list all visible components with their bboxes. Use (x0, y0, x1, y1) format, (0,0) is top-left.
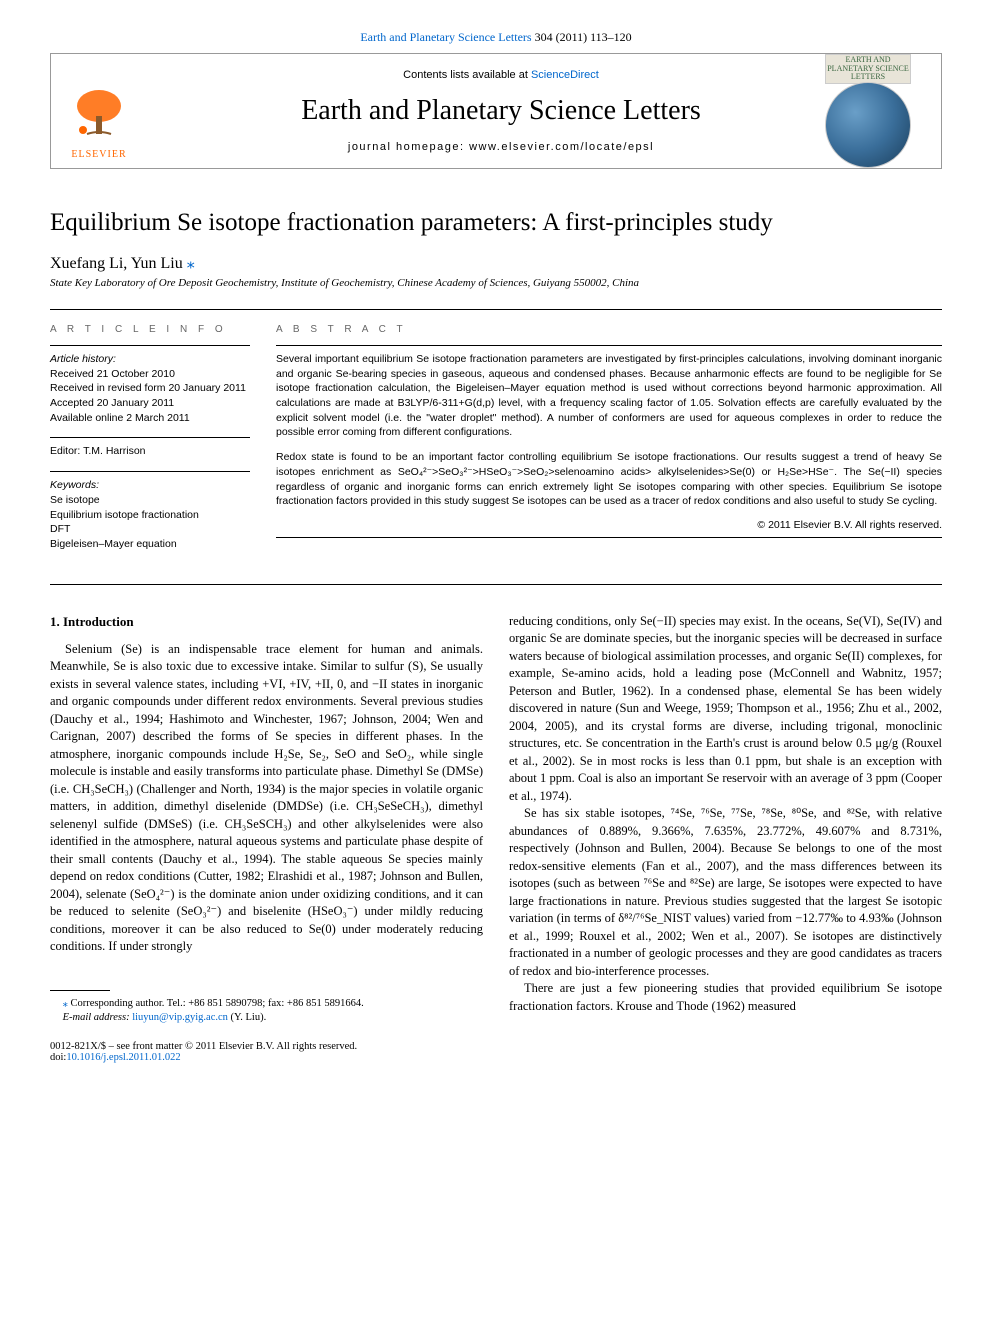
homepage-url: www.elsevier.com/locate/epsl (469, 141, 654, 153)
elsevier-tree-icon (69, 86, 129, 149)
homepage-prefix: journal homepage: (348, 141, 469, 153)
doi-link[interactable]: 10.1016/j.epsl.2011.01.022 (66, 1052, 180, 1063)
footer-copyright: 0012-821X/$ – see front matter © 2011 El… (50, 1041, 357, 1052)
footer: 0012-821X/$ – see front matter © 2011 El… (50, 1041, 942, 1063)
history-item-1: Received in revised form 20 January 2011 (50, 381, 250, 396)
contents-prefix: Contents lists available at (403, 69, 531, 81)
article-info-heading: A R T I C L E I N F O (50, 324, 250, 335)
section-number: 1. (50, 614, 60, 629)
abstract-heading: A B S T R A C T (276, 324, 942, 335)
top-citation: Earth and Planetary Science Letters 304 … (50, 30, 942, 45)
contents-line: Contents lists available at ScienceDirec… (403, 69, 599, 81)
keyword-1: Equilibrium isotope fractionation (50, 508, 250, 523)
section-title-text: Introduction (63, 614, 134, 629)
journal-name: Earth and Planetary Science Letters (301, 95, 701, 127)
info-hr-3 (50, 471, 250, 472)
journal-cover-title: EARTH AND PLANETARY SCIENCE LETTERS (825, 54, 911, 84)
abstract-hr (276, 345, 942, 346)
journal-header-box: ELSEVIER Contents lists available at Sci… (50, 53, 942, 169)
body-columns: 1. Introduction Selenium (Se) is an indi… (50, 613, 942, 1026)
top-citation-text: 304 (2011) 113–120 (532, 30, 632, 44)
right-col-p2: Se has six stable isotopes, ⁷⁴Se, ⁷⁶Se, … (509, 805, 942, 980)
abstract-p1: Several important equilibrium Se isotope… (276, 352, 942, 440)
separator-mid (50, 584, 942, 585)
affiliation: State Key Laboratory of Ore Deposit Geoc… (50, 277, 942, 289)
footnote-separator (50, 990, 110, 991)
elsevier-label: ELSEVIER (71, 149, 126, 160)
article-title: Equilibrium Se isotope fractionation par… (50, 209, 942, 237)
email-label: E-mail address: (63, 1012, 130, 1023)
article-info-panel: A R T I C L E I N F O Article history: R… (50, 324, 250, 564)
homepage-line: journal homepage: www.elsevier.com/locat… (348, 141, 654, 153)
editor-line: Editor: T.M. Harrison (50, 444, 250, 459)
corresponding-footnote: ⁎ Corresponding author. Tel.: +86 851 58… (50, 997, 483, 1011)
history-item-3: Available online 2 March 2011 (50, 411, 250, 426)
publisher-logo-area: ELSEVIER (69, 54, 189, 168)
header-center: Contents lists available at ScienceDirec… (189, 54, 813, 168)
keyword-3: Bigeleisen–Mayer equation (50, 537, 250, 552)
history-label: Article history: (50, 352, 250, 367)
left-column: 1. Introduction Selenium (Se) is an indi… (50, 613, 483, 1026)
email-attribution: (Y. Liu). (231, 1012, 267, 1023)
history-item-0: Received 21 October 2010 (50, 367, 250, 382)
abstract-hr-bottom (276, 537, 942, 538)
abstract-p2: Redox state is found to be an important … (276, 450, 942, 509)
separator-top (50, 309, 942, 310)
right-column: reducing conditions, only Se(−II) specie… (509, 613, 942, 1026)
footnote-star-link[interactable]: ⁎ (63, 998, 68, 1009)
authors-text: Xuefang Li, Yun Liu (50, 255, 183, 272)
footnote-email-line: E-mail address: liuyun@vip.gyig.ac.cn (Y… (50, 1011, 483, 1025)
journal-cover-globe-icon (825, 82, 911, 168)
sciencedirect-link[interactable]: ScienceDirect (531, 69, 599, 81)
authors: Xuefang Li, Yun Liu ⁎ (50, 253, 942, 273)
right-col-p1: reducing conditions, only Se(−II) specie… (509, 613, 942, 806)
keyword-2: DFT (50, 522, 250, 537)
keyword-0: Se isotope (50, 493, 250, 508)
keywords-label: Keywords: (50, 478, 250, 493)
left-col-text: Selenium (Se) is an indispensable trace … (50, 641, 483, 956)
right-col-p3: There are just a few pioneering studies … (509, 980, 942, 1015)
top-citation-link[interactable]: Earth and Planetary Science Letters (360, 30, 531, 44)
abstract-panel: A B S T R A C T Several important equili… (276, 324, 942, 564)
abstract-copyright: © 2011 Elsevier B.V. All rights reserved… (276, 519, 942, 531)
elsevier-logo: ELSEVIER (69, 86, 129, 160)
footnote-text: Corresponding author. Tel.: +86 851 5890… (70, 998, 363, 1009)
footer-left: 0012-821X/$ – see front matter © 2011 El… (50, 1041, 357, 1063)
corresponding-author-link[interactable]: ⁎ (187, 255, 195, 272)
history-item-2: Accepted 20 January 2011 (50, 396, 250, 411)
section-1-title: 1. Introduction (50, 613, 483, 631)
footer-doi: doi:10.1016/j.epsl.2011.01.022 (50, 1052, 357, 1063)
info-hr-1 (50, 345, 250, 346)
info-hr-2 (50, 437, 250, 438)
journal-cover-area: EARTH AND PLANETARY SCIENCE LETTERS (813, 54, 923, 168)
corresponding-email-link[interactable]: liuyun@vip.gyig.ac.cn (132, 1012, 228, 1023)
